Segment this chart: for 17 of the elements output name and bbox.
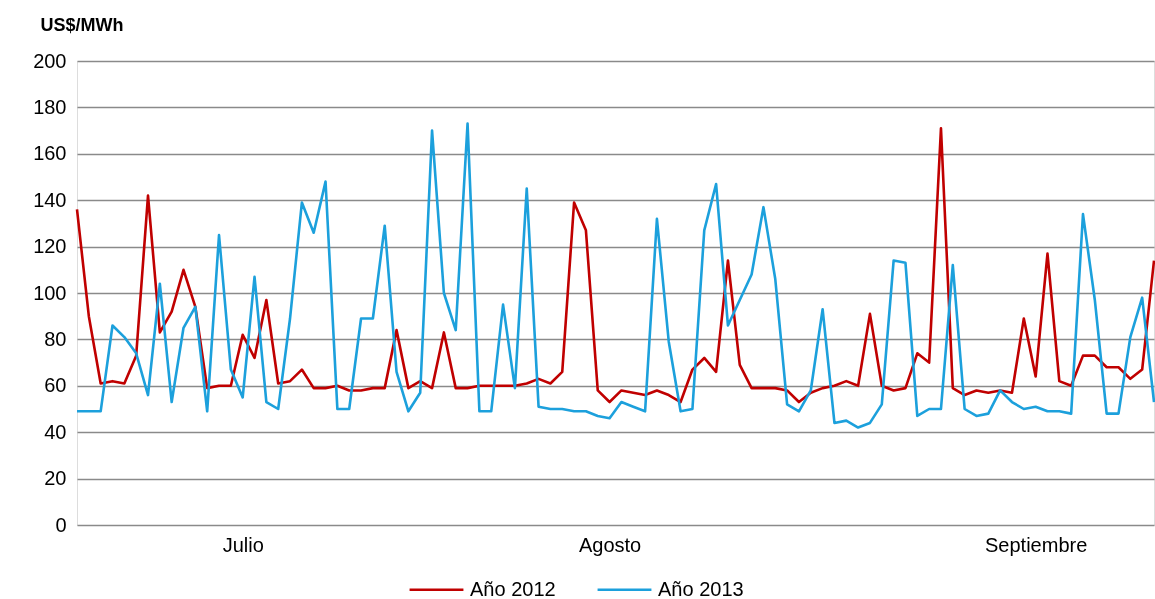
- y-tick-label: 180: [33, 95, 67, 118]
- x-tick-label: Julio: [222, 533, 264, 556]
- y-tick-label: 100: [33, 281, 67, 304]
- legend-label: Año 2012: [470, 577, 556, 599]
- y-tick-label: 80: [44, 327, 67, 350]
- y-tick-label: 200: [33, 49, 67, 72]
- y-tick-label: 20: [44, 467, 67, 490]
- legend-label: Año 2013: [658, 577, 744, 599]
- y-tick-label: 120: [33, 235, 67, 258]
- y-tick-label: 160: [33, 142, 67, 165]
- x-tick-label: Septiembre: [985, 533, 1088, 556]
- y-axis-title: US$/MWh: [40, 14, 124, 35]
- x-tick-label: Agosto: [578, 533, 642, 556]
- y-tick-label: 140: [33, 188, 67, 211]
- y-tick-label: 40: [44, 420, 67, 443]
- y-tick-label: 60: [44, 374, 67, 397]
- y-tick-label: 0: [55, 513, 67, 536]
